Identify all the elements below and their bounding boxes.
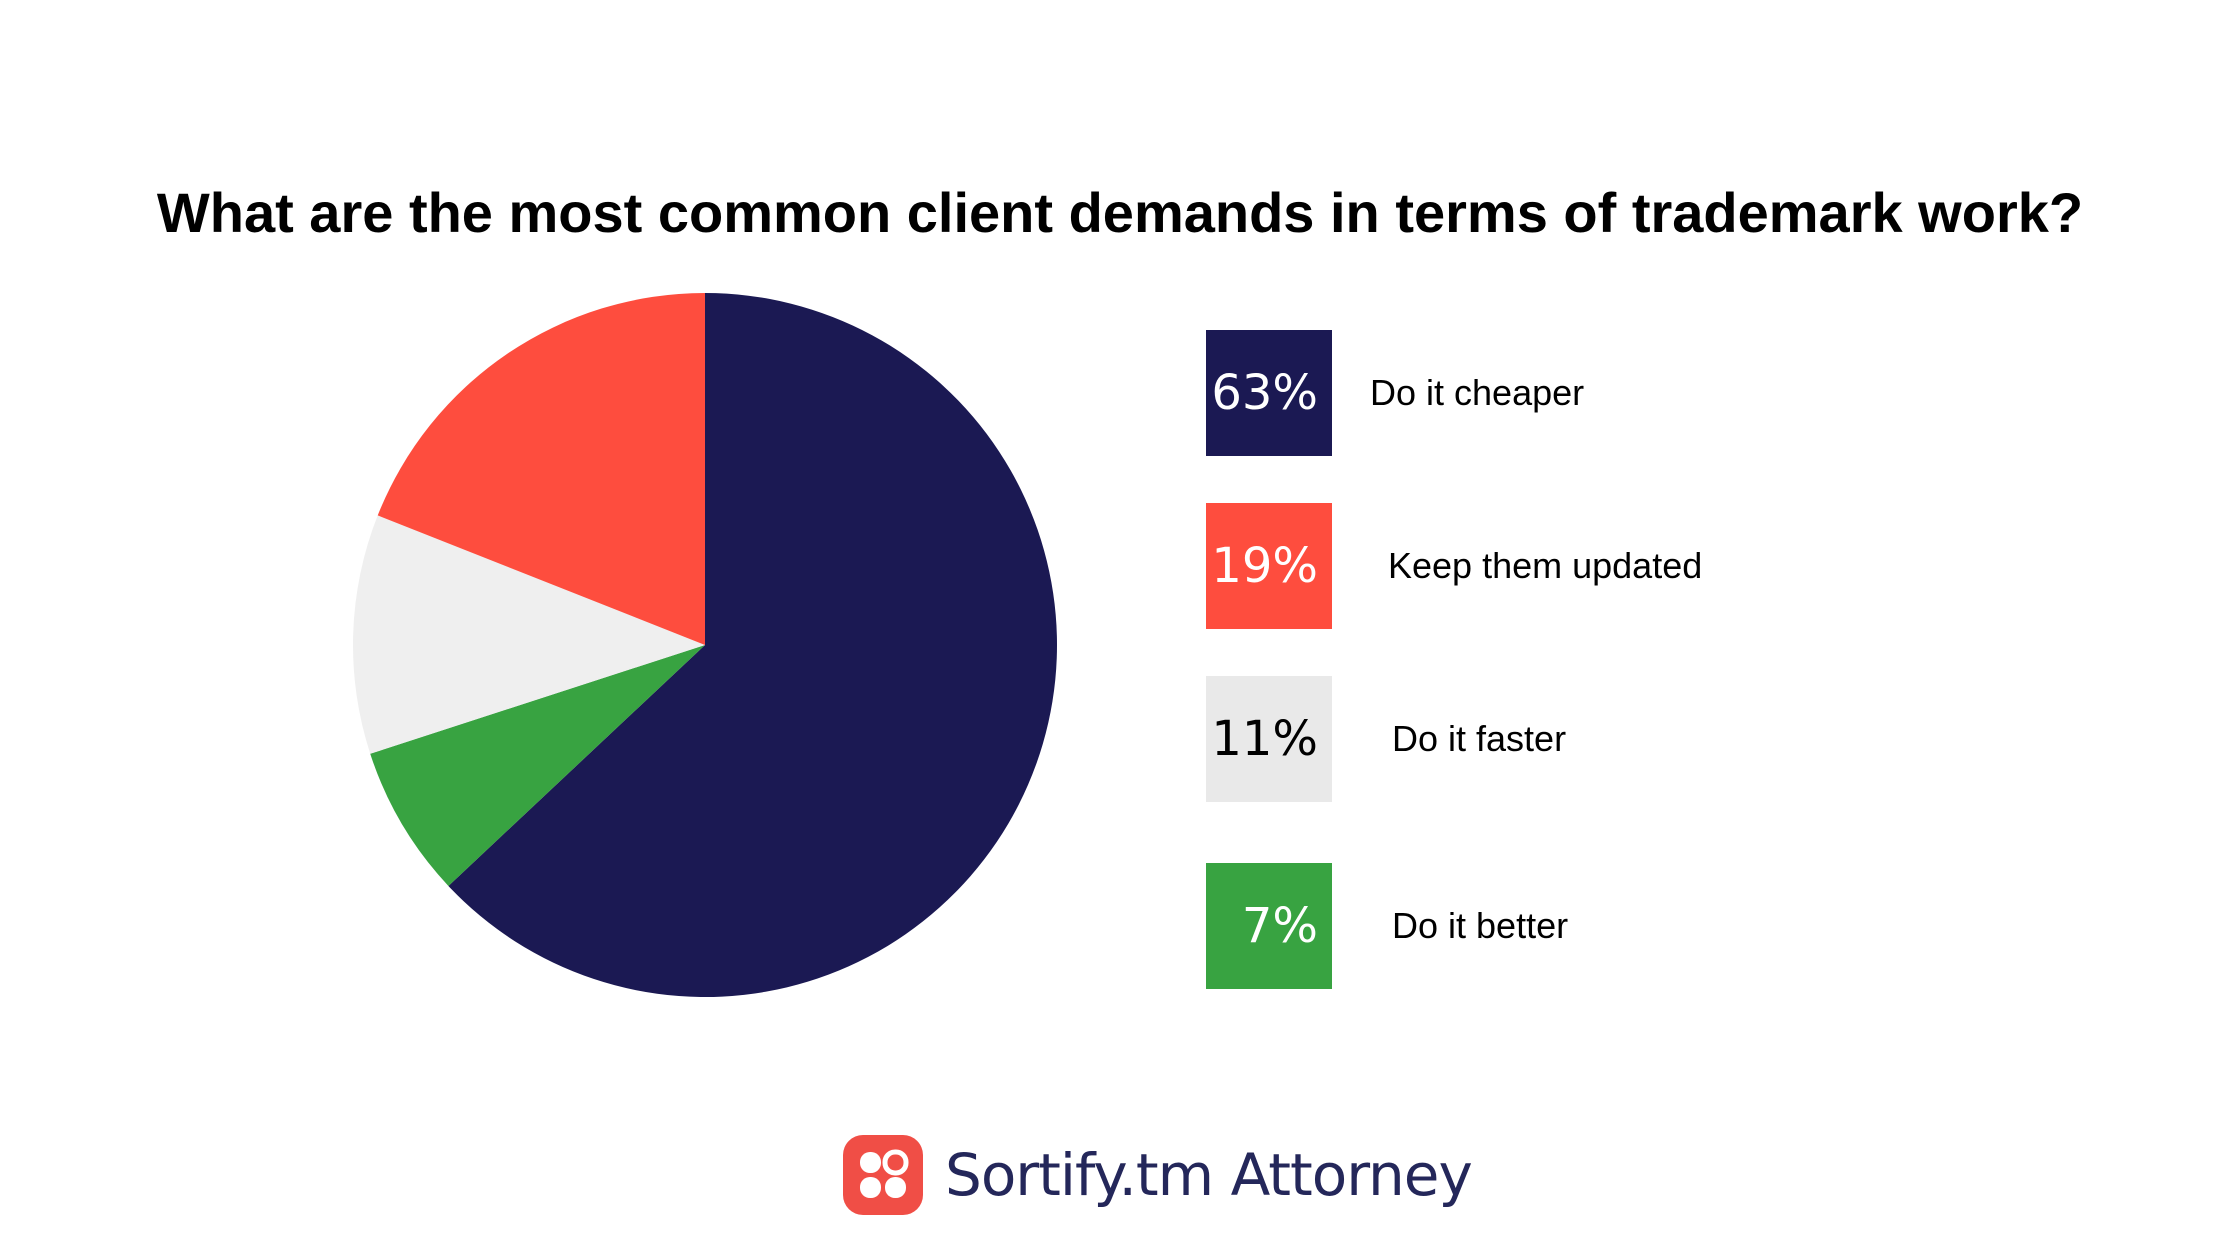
pie-slice-keep-them-updated (377, 293, 705, 645)
legend-value-do-it-better: 7% (1206, 863, 1332, 989)
legend-item-do-it-better: 7% Do it better (1206, 863, 2106, 989)
chart-title: What are the most common client demands … (156, 181, 2084, 244)
legend-label-do-it-faster: Do it faster (1392, 718, 1567, 759)
legend-item-do-it-faster: 11% Do it faster (1206, 676, 2106, 802)
pie-slice-do-it-better (370, 645, 705, 886)
legend-item-do-it-cheaper: 63% Do it cheaper (1206, 330, 2106, 456)
legend: 63% Do it cheaper 19% Keep them updated 11% D… (1206, 0, 2106, 1260)
pie-slice-do-it-cheaper (448, 293, 1057, 997)
pie-slice-do-it-faster (352, 515, 705, 754)
legend-label-do-it-cheaper: Do it cheaper (1370, 372, 1585, 413)
legend-item-keep-them-updated: 19% Keep them updated (1206, 503, 2106, 629)
legend-value-do-it-faster: 11% (1206, 676, 1332, 802)
legend-label-keep-them-updated: Keep them updated (1388, 545, 1703, 586)
brand: Sortify.tm Attorney (843, 1135, 1473, 1215)
legend-value-do-it-cheaper: 63% (1206, 330, 1332, 456)
four-petal-logo-icon (843, 1135, 923, 1215)
legend-value-keep-them-updated: 19% (1206, 503, 1332, 629)
pie-chart (352, 293, 1057, 997)
legend-label-do-it-better: Do it better (1392, 905, 1569, 946)
brand-name: Sortify.tm Attorney (945, 1141, 1473, 1209)
